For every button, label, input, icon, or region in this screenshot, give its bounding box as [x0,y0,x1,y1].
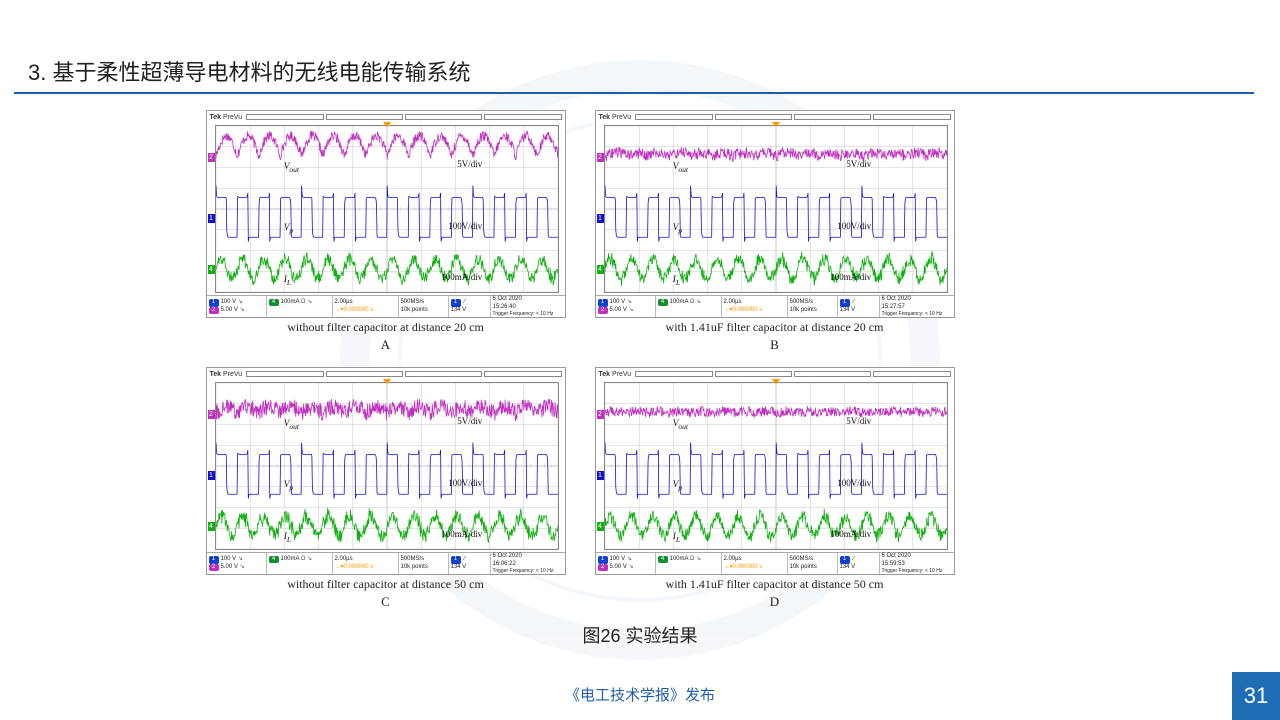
channel-div-label: 100mA/div [441,272,482,282]
oscilloscope-screen: Tek PreVu2Vout5V/div1Vp100V/div4IL100mA/… [595,110,955,318]
oscilloscope-screen: Tek PreVu2Vout5V/div1Vp100V/div4IL100mA/… [206,367,566,575]
channel-div-label: 100mA/div [830,529,871,539]
channel-div-label: 100V/div [448,221,482,231]
channel-div-label: 5V/div [457,416,482,426]
channel-label: Vout [284,418,299,431]
scope-plot-area: 2Vout5V/div1Vp100V/div4IL100mA/div [604,382,948,550]
channel-label: IL [284,531,291,544]
channel-marker: 1 [208,471,215,480]
scope-waveforms [605,383,947,549]
channel-label: Vout [673,418,688,431]
oscilloscope-screen: Tek PreVu2Vout5V/div1Vp100V/div4IL100mA/… [206,110,566,318]
panel-caption: without filter capacitor at distance 50 … [287,577,484,592]
scope-waveforms [216,383,558,549]
channel-marker: 2 [208,153,215,162]
scope-panel-B: Tek PreVu2Vout5V/div1Vp100V/div4IL100mA/… [589,110,960,353]
scope-footer: 1100 V ↘25.00 V ↘4100mA Ω ↘2.00µs→▾0.000… [596,552,954,574]
oscilloscope-screen: Tek PreVu2Vout5V/div1Vp100V/div4IL100mA/… [595,367,955,575]
scope-panel-A: Tek PreVu2Vout5V/div1Vp100V/div4IL100mA/… [200,110,571,353]
channel-marker: 1 [208,214,215,223]
scope-panel-C: Tek PreVu2Vout5V/div1Vp100V/div4IL100mA/… [200,367,571,610]
channel-marker: 2 [208,410,215,419]
figure-caption: 图26 实验结果 [0,622,1280,648]
panel-caption: without filter capacitor at distance 20 … [287,320,484,335]
scope-plot-area: 2Vout5V/div1Vp100V/div4IL100mA/div [215,125,559,293]
scope-footer: 1100 V ↘25.00 V ↘4100mA Ω ↘2.00µs→▾0.000… [596,295,954,317]
channel-marker: 4 [208,265,215,274]
panel-letter: B [770,337,779,353]
panel-caption: with 1.41uF filter capacitor at distance… [666,577,884,592]
scope-panel-D: Tek PreVu2Vout5V/div1Vp100V/div4IL100mA/… [589,367,960,610]
scope-waveforms [216,126,558,292]
channel-div-label: 100V/div [837,221,871,231]
heading-rule [14,92,1254,94]
channel-label: IL [284,274,291,287]
channel-label: Vout [673,161,688,174]
scope-waveforms [605,126,947,292]
section-heading: 3. 基于柔性超薄导电材料的无线电能传输系统 [28,55,470,87]
channel-marker: 4 [597,265,604,274]
channel-div-label: 5V/div [846,159,871,169]
channel-marker: 4 [597,522,604,531]
channel-marker: 2 [597,410,604,419]
panel-letter: C [381,594,390,610]
channel-div-label: 5V/div [457,159,482,169]
footer-publication: 《电工技术学报》发布 [0,684,1280,705]
channel-div-label: 100V/div [448,478,482,488]
scope-grid: Tek PreVu2Vout5V/div1Vp100V/div4IL100mA/… [200,110,960,610]
scope-plot-area: 2Vout5V/div1Vp100V/div4IL100mA/div [215,382,559,550]
channel-label: IL [673,531,680,544]
scope-footer: 1100 V ↘25.00 V ↘4100mA Ω ↘2.00µs→▾0.000… [207,295,565,317]
channel-marker: 1 [597,471,604,480]
channel-marker: 2 [597,153,604,162]
page-number: 31 [1232,672,1280,720]
panel-letter: A [381,337,390,353]
panel-letter: D [770,594,779,610]
channel-label: Vp [284,222,293,235]
channel-div-label: 100mA/div [441,529,482,539]
panel-caption: with 1.41uF filter capacitor at distance… [666,320,884,335]
channel-label: Vout [284,161,299,174]
channel-label: Vp [284,479,293,492]
channel-label: IL [673,274,680,287]
channel-label: Vp [673,479,682,492]
channel-div-label: 100V/div [837,478,871,488]
channel-label: Vp [673,222,682,235]
channel-div-label: 100mA/div [830,272,871,282]
scope-plot-area: 2Vout5V/div1Vp100V/div4IL100mA/div [604,125,948,293]
channel-marker: 4 [208,522,215,531]
channel-marker: 1 [597,214,604,223]
channel-div-label: 5V/div [846,416,871,426]
scope-footer: 1100 V ↘25.00 V ↘4100mA Ω ↘2.00µs→▾0.000… [207,552,565,574]
